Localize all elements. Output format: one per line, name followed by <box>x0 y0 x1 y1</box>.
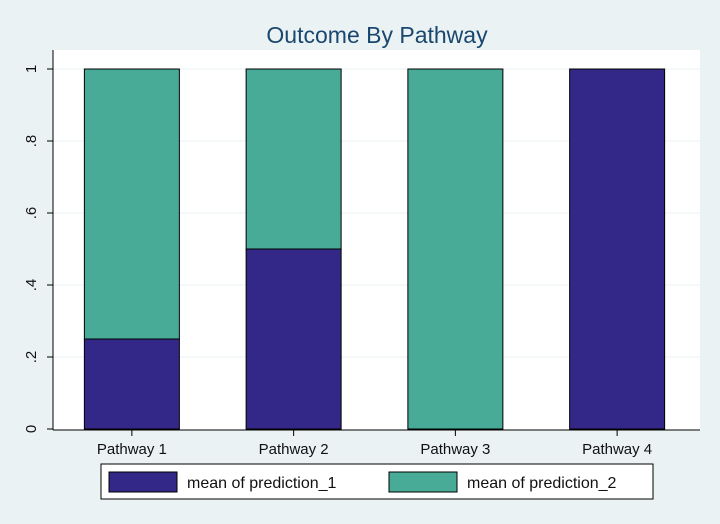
legend-swatch-prediction-2 <box>388 471 458 493</box>
x-tick-label-4: Pathway 4 <box>582 441 652 458</box>
y-tick-label-4: .8 <box>23 135 40 148</box>
y-tick-label-5: 1 <box>23 65 40 73</box>
y-tick-label-2: .4 <box>23 279 40 292</box>
bar-2-3 <box>407 68 504 430</box>
y-tick-label-0: 0 <box>23 425 40 433</box>
bar-1-4 <box>569 68 666 430</box>
y-axis-ticks: 0 .2 .4 .6 .8 1 <box>23 65 53 433</box>
x-axis-ticks: Pathway 1 Pathway 2 Pathway 3 Pathway 4 <box>97 430 652 458</box>
y-tick-label-3: .6 <box>23 207 40 220</box>
x-tick-label-2: Pathway 2 <box>259 441 329 458</box>
x-tick-label-1: Pathway 1 <box>97 441 167 458</box>
bar-2-2 <box>245 68 342 250</box>
bar-1-2 <box>245 248 342 430</box>
y-tick-label-1: .2 <box>23 351 40 364</box>
bars <box>83 68 666 430</box>
chart-title: Outcome By Pathway <box>266 22 488 48</box>
legend-label-prediction-1: mean of prediction_1 <box>187 475 337 492</box>
bar-2-1 <box>83 68 180 340</box>
legend-label-prediction-2: mean of prediction_2 <box>467 475 617 492</box>
legend-box <box>100 463 654 500</box>
legend: mean of prediction_1 mean of prediction_… <box>100 463 654 500</box>
bar-1-1 <box>83 338 180 430</box>
legend-swatch-prediction-1 <box>108 471 178 493</box>
x-tick-label-3: Pathway 3 <box>420 441 490 458</box>
